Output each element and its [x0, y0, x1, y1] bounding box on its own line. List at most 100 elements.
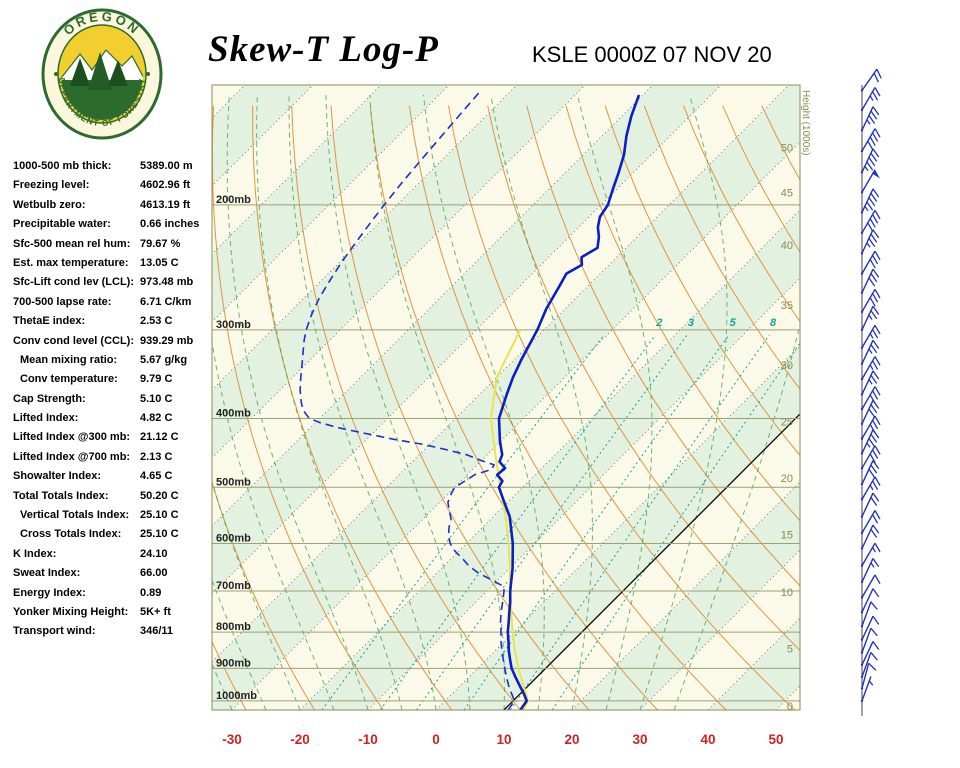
pressure-label: 700mb	[216, 580, 251, 592]
index-row: Lifted Index: 4.82 C	[13, 412, 213, 431]
index-row: Wetbulb zero: 4613.19 ft	[13, 199, 213, 218]
index-label: Est. max temperature:	[13, 256, 129, 269]
wind-barb	[860, 356, 881, 381]
wind-barb	[860, 288, 881, 314]
pressure-label: 500mb	[216, 476, 251, 488]
index-value: 9.79 C	[140, 373, 173, 386]
height-tick-label: 40	[781, 240, 793, 252]
index-row: 1000-500 mb thick: 5389.00 m	[13, 160, 213, 179]
wind-barb	[860, 524, 880, 550]
index-label: Lifted Index:	[13, 412, 79, 425]
height-tick-label: 5	[787, 643, 793, 655]
index-label: ThetaE index:	[13, 315, 86, 328]
index-row: K Index: 24.10	[13, 548, 213, 567]
wind-barb	[860, 445, 881, 470]
index-label: Conv temperature:	[20, 373, 118, 386]
logo-dot-right	[146, 72, 150, 76]
wind-barb	[860, 148, 880, 174]
pressure-label: 200mb	[216, 194, 251, 206]
temp-axis-label: 0	[432, 732, 440, 747]
index-value: 24.10	[140, 547, 168, 560]
axis-labels: 200mb 300mb 400mb 500mb 600mb 700mb 800mb 900mb…	[216, 90, 811, 747]
index-value: 4.82 C	[140, 412, 173, 425]
wind-barb	[860, 476, 881, 501]
height-tick-label: 10	[781, 587, 793, 599]
wind-barb	[860, 128, 881, 153]
index-row: Est. max temperature: 13.05 C	[13, 257, 213, 276]
wind-barb	[860, 492, 880, 518]
height-tick-label: 50	[781, 142, 793, 154]
index-label: 1000-500 mb thick:	[13, 160, 112, 172]
index-value: 939.29 mb	[140, 334, 194, 347]
index-value: 5389.00 m	[140, 160, 193, 172]
pressure-label: 900mb	[216, 657, 251, 669]
index-row: Yonker Mixing Height: 5K+ ft	[13, 606, 213, 625]
wind-barb	[860, 641, 880, 667]
wind-barb	[860, 615, 880, 641]
index-value: 346/11	[140, 625, 174, 638]
index-value: 21.12 C	[140, 431, 179, 444]
index-label: K Index:	[13, 547, 57, 560]
pressure-label: 1000mb	[216, 690, 257, 702]
wind-barb	[860, 460, 880, 486]
temp-axis-label: 10	[496, 732, 511, 747]
index-value: 4602.96 ft	[140, 179, 191, 192]
index-value: 66.00	[140, 567, 168, 580]
index-label: Showalter Index:	[13, 470, 102, 483]
index-value: 50.20 C	[140, 489, 179, 502]
index-row: Lifted Index @300 mb: 21.12 C	[13, 431, 213, 450]
index-row: Conv cond level (CCL): 939.29 mb	[13, 335, 213, 354]
index-row: Transport wind: 346/11	[13, 625, 213, 644]
index-row: Mean mixing ratio: 5.67 g/kg	[13, 354, 213, 373]
wind-barb	[860, 542, 881, 567]
index-label: Yonker Mixing Height:	[13, 605, 129, 618]
grid-lines	[212, 85, 800, 710]
index-value: 2.13 C	[140, 450, 173, 463]
mixing-ratio-label: 5	[730, 317, 737, 329]
logo-tree-icon	[88, 52, 112, 90]
index-label: Energy Index:	[13, 586, 86, 599]
index-value: 2.53 C	[140, 315, 173, 328]
index-label: 700-500 lapse rate:	[13, 295, 112, 308]
wind-barb	[860, 662, 877, 690]
index-value: 79.67 %	[140, 237, 181, 250]
index-row: 700-500 lapse rate: 6.71 C/km	[13, 296, 213, 315]
indices-panel: 1000-500 mb thick: 5389.00 m Freezing leve…	[13, 160, 213, 645]
height-tick-label: 15	[781, 530, 793, 542]
index-value: 4613.19 ft	[140, 198, 191, 211]
temp-axis-label: 20	[564, 732, 579, 747]
temp-axis-label: 30	[632, 732, 647, 747]
index-label: Wetbulb zero:	[13, 198, 86, 211]
index-row: Cross Totals Index: 25.10 C	[13, 528, 213, 547]
mixing-ratio-label: 8	[770, 317, 777, 329]
wind-barb	[860, 68, 882, 92]
wind-barb	[860, 601, 878, 628]
height-tick-label: 45	[781, 187, 793, 199]
height-tick-label: 0	[787, 701, 793, 713]
wind-barb	[860, 574, 881, 599]
temp-axis-label: -20	[290, 732, 310, 747]
index-value: 973.48 mb	[140, 276, 194, 289]
dewpoint-trace	[299, 89, 516, 710]
index-row: Sweat Index: 66.00	[13, 567, 213, 586]
wind-barb	[860, 188, 880, 214]
height-tick-label: 30	[781, 360, 793, 372]
plot-border	[211, 84, 801, 711]
index-row: Precipitable water: 0.66 inches	[13, 218, 213, 237]
height-tick-label: 35	[781, 300, 793, 312]
index-value: 4.65 C	[140, 470, 173, 483]
pressure-lines	[212, 204, 800, 702]
index-row: Energy Index: 0.89	[13, 587, 213, 606]
index-row: Cap Strength: 5.10 C	[13, 393, 213, 412]
odf-logo: OREGON DEPARTMENT OF FORESTRY	[41, 8, 163, 140]
index-label: Cross Totals Index:	[20, 528, 122, 541]
temp-axis-label: 50	[768, 732, 783, 747]
wind-barb	[860, 87, 881, 112]
index-label: Lifted Index @700 mb:	[13, 450, 131, 463]
pressure-label: 400mb	[216, 407, 251, 419]
wind-barb	[860, 370, 880, 396]
wind-barb	[860, 429, 880, 455]
index-value: 25.10 C	[140, 509, 179, 522]
temp-axis-label: -10	[358, 732, 378, 747]
